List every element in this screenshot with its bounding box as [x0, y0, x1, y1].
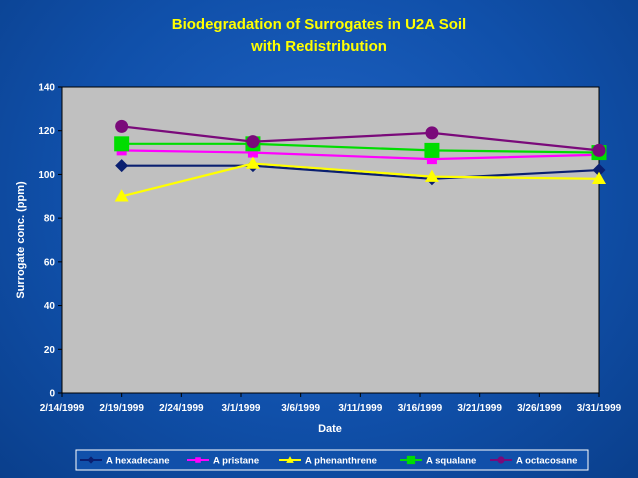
series-group	[114, 119, 607, 202]
x-tick-label: 3/26/1999	[517, 403, 562, 414]
series-line-a-phenanthrene	[121, 162, 600, 198]
x-axis-title: Date	[318, 423, 342, 435]
y-tick-label: 80	[44, 214, 56, 225]
data-point-a-phenanthrene	[114, 189, 129, 202]
x-tick-label: 3/21/1999	[457, 403, 502, 414]
x-tick-label: 3/31/1999	[577, 403, 622, 414]
legend-marker-a-pristane	[195, 457, 201, 463]
data-point-a-pristane	[247, 147, 258, 158]
legend-label-a-phenanthrene: A phenanthrene	[305, 456, 377, 467]
x-tick-label: 2/24/1999	[159, 403, 204, 414]
legend	[75, 449, 589, 471]
legend-marker-a-hexadecane	[87, 456, 95, 464]
y-tick-label: 100	[38, 170, 55, 181]
data-point-a-octacosane	[246, 135, 260, 149]
data-point-a-hexadecane	[115, 159, 129, 173]
data-point-a-octacosane	[592, 143, 606, 157]
series-line-a-hexadecane	[121, 164, 600, 180]
data-point-a-pristane	[426, 154, 437, 165]
x-tick-label: 3/11/1999	[338, 403, 382, 414]
x-tick-label: 3/6/1999	[281, 403, 320, 414]
legend-items: A hexadecane A pristane A phenanthrene A sq…	[80, 456, 577, 467]
chart-subtitle: with Redistribution	[250, 38, 387, 55]
y-axis-ticks: 0 20 40 60 80 100 120 140	[38, 83, 62, 400]
legend-label-a-octacosane: A octacosane	[516, 456, 577, 467]
data-point-a-squalane	[424, 142, 440, 158]
chart-title: Biodegradation of Surrogates in U2A Soil	[172, 16, 466, 33]
y-tick-label: 60	[44, 257, 56, 268]
x-tick-label: 2/14/1999	[40, 403, 85, 414]
legend-label-a-pristane: A pristane	[213, 456, 259, 467]
y-tick-label: 40	[44, 301, 56, 312]
data-point-a-octacosane	[115, 119, 129, 133]
data-point-a-hexadecane	[592, 163, 606, 177]
y-tick-label: 120	[38, 126, 55, 137]
x-tick-label: 3/16/1999	[398, 403, 443, 414]
data-point-a-phenanthrene	[424, 169, 439, 182]
series-line-a-octacosane	[121, 125, 600, 152]
legend-label-a-squalane: A squalane	[426, 456, 476, 467]
y-axis-title: Surrogate conc. (ppm)	[15, 181, 27, 299]
data-point-a-phenanthrene	[592, 171, 606, 185]
legend-marker-a-squalane	[406, 455, 416, 465]
data-point-a-phenanthrene	[245, 156, 260, 169]
series-line-a-pristane	[121, 149, 600, 161]
plot-area	[61, 86, 600, 394]
y-tick-label: 0	[49, 389, 55, 400]
data-point-a-octacosane	[425, 126, 439, 140]
data-point-a-squalane	[114, 136, 130, 152]
legend-marker-a-phenanthrene	[286, 456, 294, 463]
x-axis-ticks: 2/14/1999 2/19/1999 2/24/1999 3/1/1999 3/6/1…	[40, 393, 622, 414]
legend-label-a-hexadecane: A hexadecane	[106, 456, 170, 467]
x-tick-label: 3/1/1999	[222, 403, 261, 414]
y-tick-label: 20	[44, 345, 56, 356]
series-line-a-squalane	[121, 142, 600, 154]
y-tick-label: 140	[38, 83, 55, 94]
legend-marker-a-octacosane	[497, 456, 505, 464]
x-tick-label: 2/19/1999	[99, 403, 144, 414]
